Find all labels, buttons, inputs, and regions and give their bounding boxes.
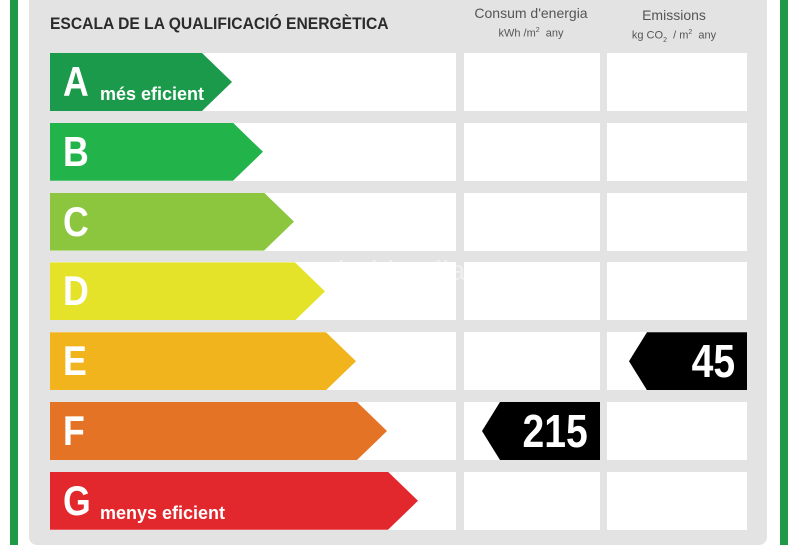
consumption-value: 215 <box>522 405 588 457</box>
emissions-cell <box>607 262 747 321</box>
rating-arrow-e: E <box>50 332 356 390</box>
rating-letter: B <box>63 127 89 175</box>
rating-label: més eficient <box>100 84 205 104</box>
emissions-cell <box>607 471 747 530</box>
emissions-cell <box>607 53 747 111</box>
consumption-label: Consum d'energia <box>474 5 588 21</box>
page-title: ESCALA DE LA QUALIFICACIÓ ENERGÈTICA <box>50 14 389 33</box>
rating-arrow-f: F <box>50 402 387 460</box>
consumption-cell <box>464 53 600 111</box>
rating-row-f: F 215 <box>50 402 747 460</box>
consumption-cell <box>464 122 600 181</box>
rating-letter: G <box>63 476 91 524</box>
consumption-cell <box>464 471 600 530</box>
consumption-column-header: Consum d'energia kWh /m2 any <box>463 5 599 40</box>
frame-right <box>780 0 788 545</box>
emissions-label: Emissions <box>642 7 706 23</box>
rating-label: menys eficient <box>100 502 226 523</box>
emissions-cell <box>607 402 747 460</box>
rating-letter: A <box>63 58 89 105</box>
emissions-cell <box>607 192 747 251</box>
emissions-column-header: Emissions kg CO2 / m2 any <box>606 7 742 44</box>
rating-arrow-b: B <box>50 123 263 181</box>
rating-row-d: D <box>50 262 747 321</box>
emissions-unit: kg CO2 / m2 any <box>631 29 717 44</box>
emissions-cell <box>607 122 747 181</box>
consumption-cell <box>464 262 600 321</box>
consumption-value-tag: 215 <box>482 402 600 460</box>
rating-arrow-d: D <box>50 262 325 320</box>
rating-arrow-c: C <box>50 193 294 251</box>
emissions-value: 45 <box>691 335 735 388</box>
consumption-cell <box>464 192 600 251</box>
emissions-value-tag: 45 <box>629 332 747 391</box>
watermark: habitaclia <box>338 255 467 286</box>
rating-letter: F <box>63 407 85 454</box>
rating-letter: E <box>63 337 87 385</box>
rating-row-b: B <box>50 122 747 181</box>
consumption-cell <box>464 332 600 391</box>
frame-left <box>10 0 18 545</box>
rating-letter: D <box>63 267 89 315</box>
consumption-unit: kWh /m2 any <box>498 27 564 40</box>
rating-row-e: E 45 <box>50 332 747 391</box>
rating-letter: C <box>63 197 89 245</box>
rating-row-c: C <box>50 192 747 251</box>
